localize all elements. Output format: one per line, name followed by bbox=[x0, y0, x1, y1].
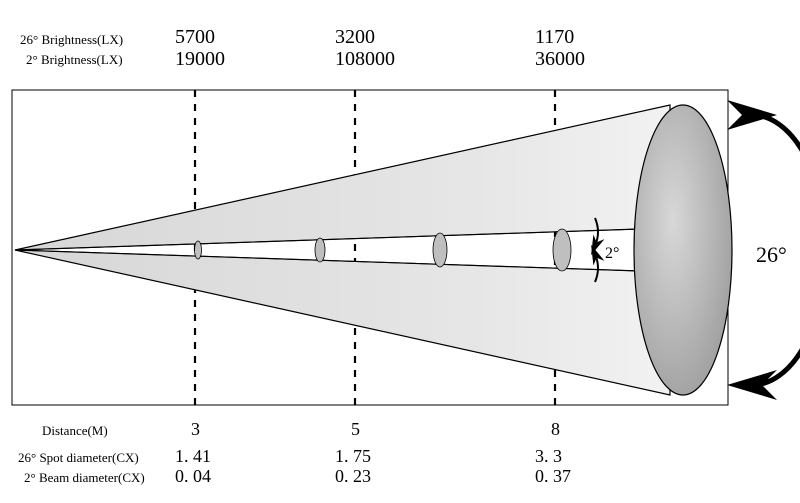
val-distance-col2: 8 bbox=[551, 419, 560, 440]
val-brightness-2-col2: 36000 bbox=[535, 48, 585, 71]
diagram-svg bbox=[0, 0, 800, 503]
label-angle-26: 26° bbox=[756, 242, 787, 268]
val-spot-26-col2: 3. 3 bbox=[535, 446, 562, 467]
val-spot-26-col0: 1. 41 bbox=[175, 446, 211, 467]
val-distance-col1: 5 bbox=[351, 419, 360, 440]
cone-26-upper bbox=[15, 105, 670, 250]
beam-face-26 bbox=[634, 105, 732, 395]
val-brightness-26-col1: 3200 bbox=[335, 26, 375, 49]
val-beam-2-col1: 0. 23 bbox=[335, 466, 371, 487]
cone-26-lower bbox=[15, 250, 670, 395]
val-brightness-2-col0: 19000 bbox=[175, 48, 225, 71]
label-brightness-26: 26° Brightness(LX) bbox=[20, 32, 123, 48]
beam-diagram: 26° Brightness(LX) 2° Brightness(LX) 570… bbox=[0, 0, 800, 503]
val-brightness-2-col1: 108000 bbox=[335, 48, 395, 71]
label-beam-2: 2° Beam diameter(CX) bbox=[24, 470, 145, 486]
val-beam-2-col0: 0. 04 bbox=[175, 466, 211, 487]
label-distance: Distance(M) bbox=[42, 423, 108, 439]
val-spot-26-col1: 1. 75 bbox=[335, 446, 371, 467]
label-angle-2: 2° bbox=[605, 245, 619, 263]
label-spot-26: 26° Spot diameter(CX) bbox=[18, 450, 139, 466]
val-brightness-26-col0: 5700 bbox=[175, 26, 215, 49]
val-brightness-26-col2: 1170 bbox=[535, 26, 574, 49]
val-beam-2-col2: 0. 37 bbox=[535, 466, 571, 487]
val-distance-col0: 3 bbox=[191, 419, 200, 440]
label-brightness-2: 2° Brightness(LX) bbox=[26, 52, 123, 68]
